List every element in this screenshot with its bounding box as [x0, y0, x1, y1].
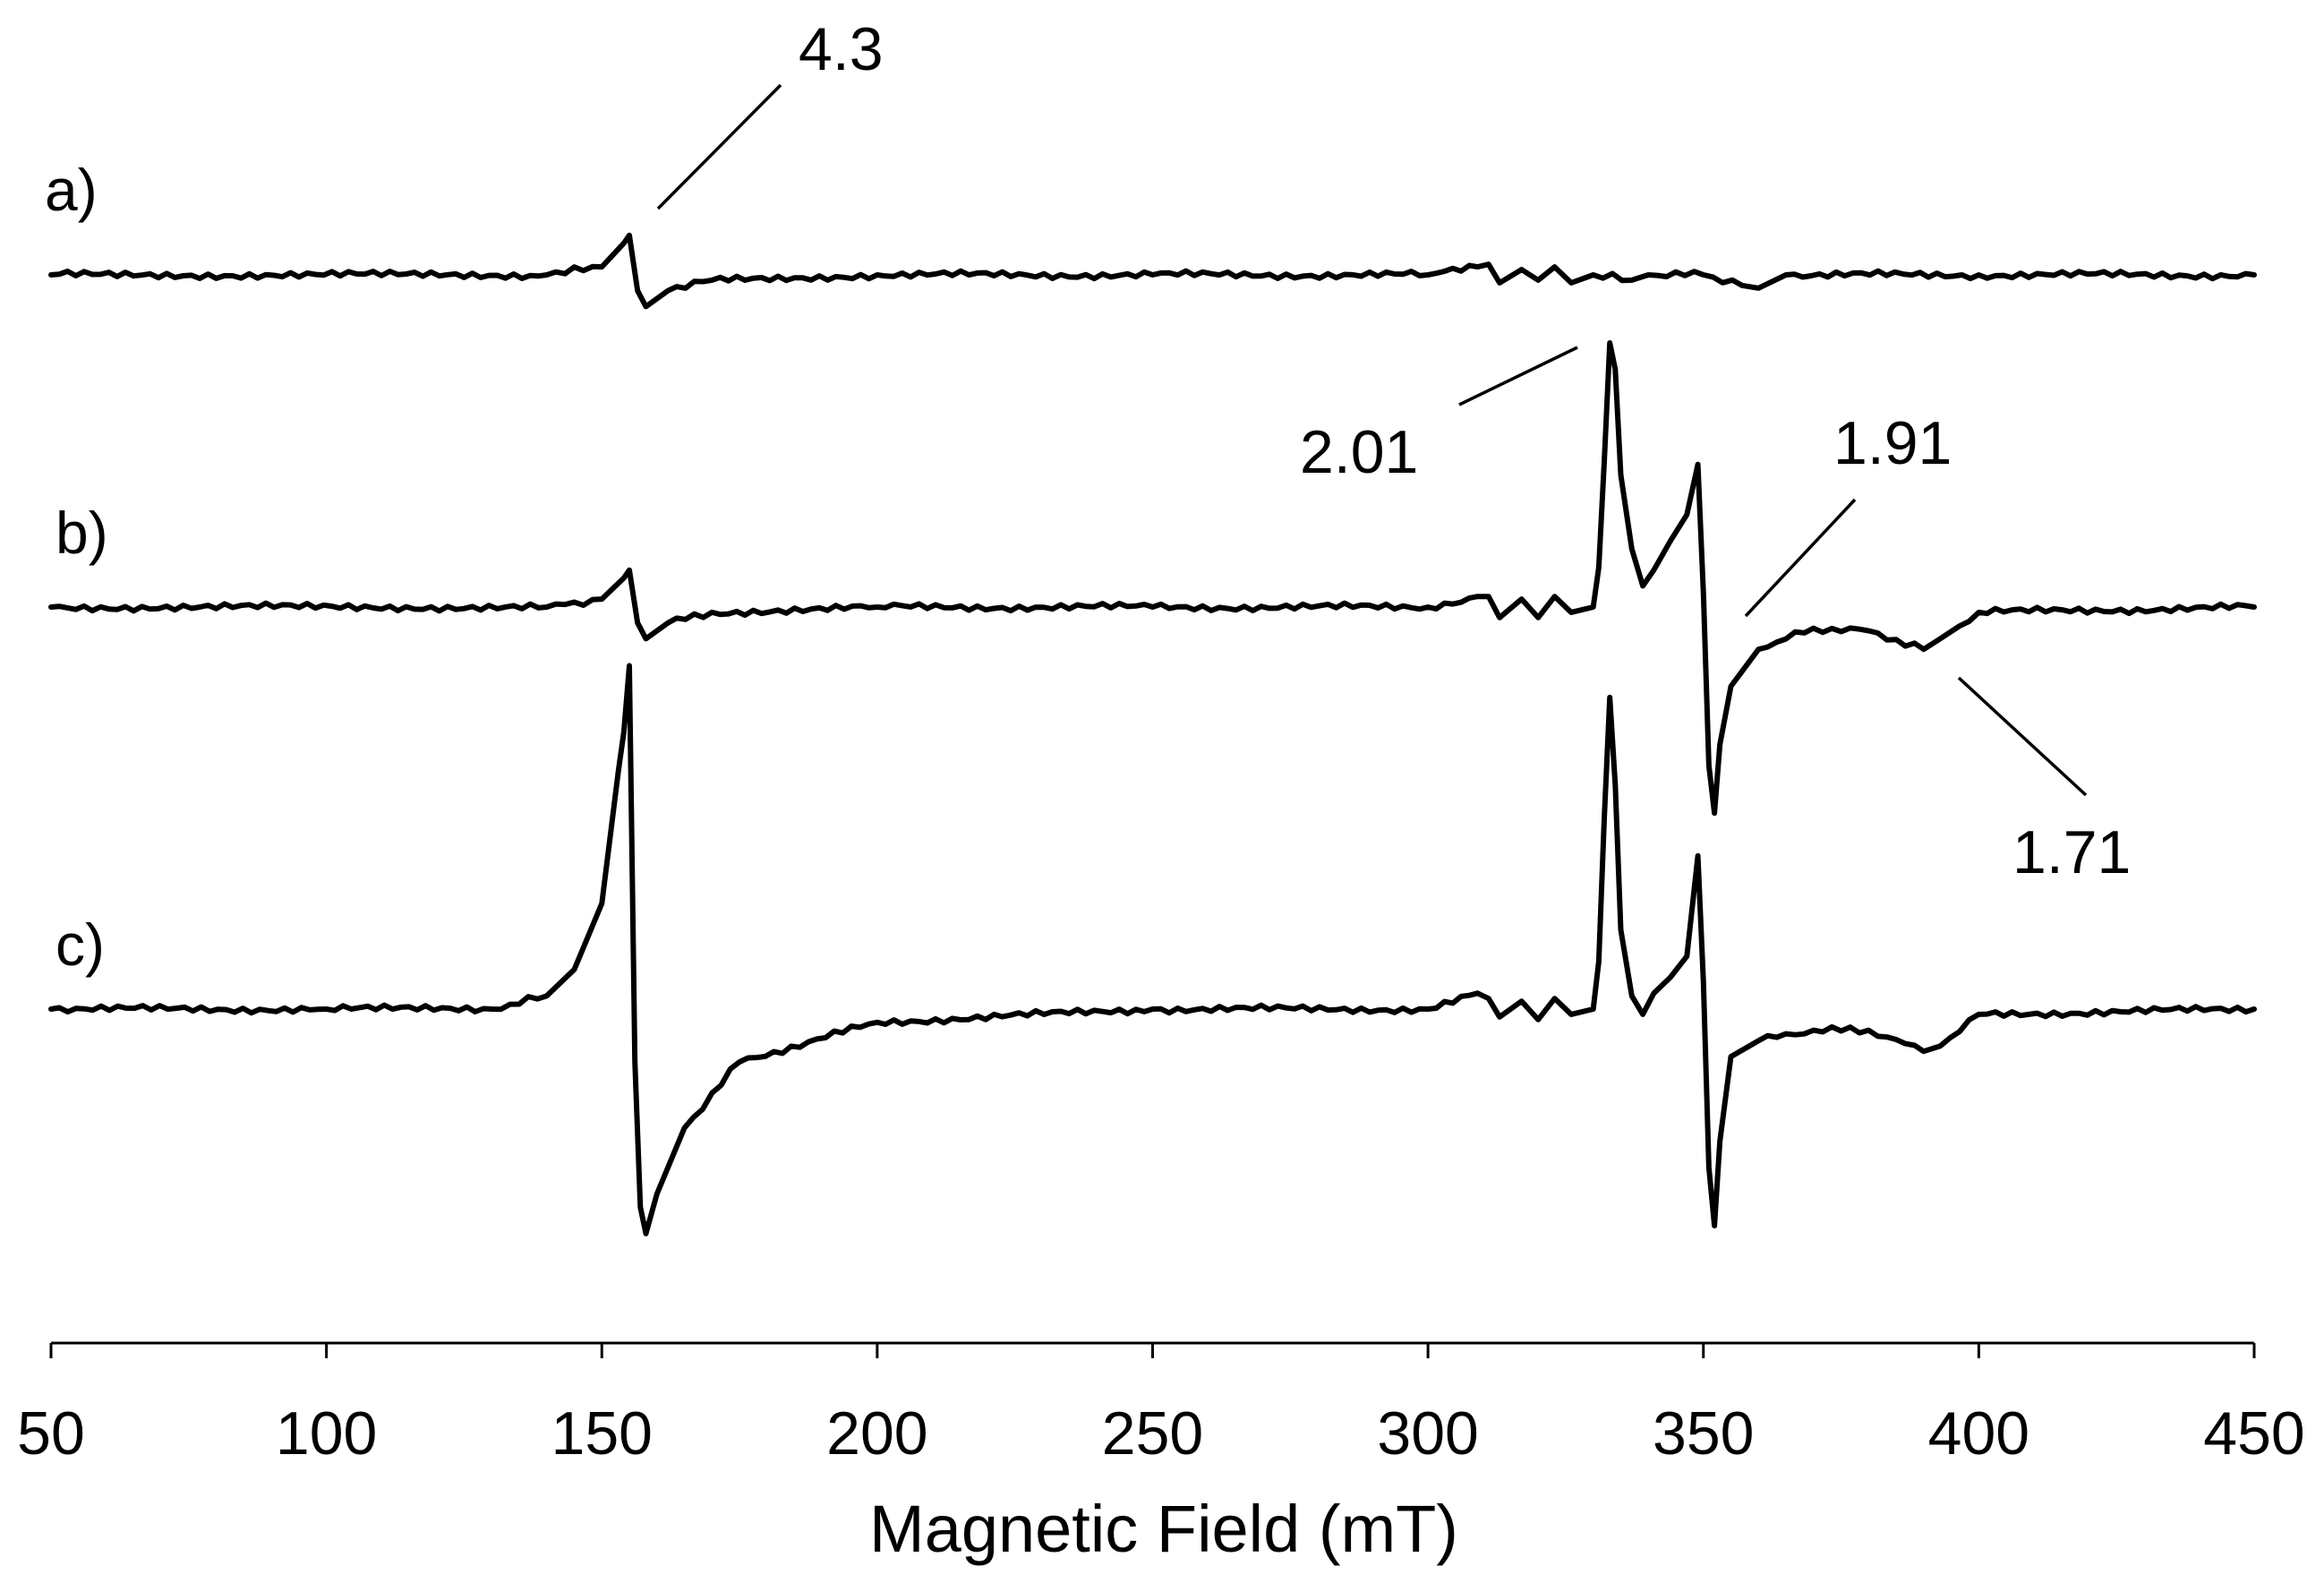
x-tick-label-200: 200: [826, 1399, 927, 1467]
annotation-label-1-91: 1.91: [1833, 409, 1952, 477]
trace-label-a: a): [45, 157, 98, 223]
annotation-label-2-01: 2.01: [1300, 418, 1418, 486]
x-axis-title: Magnetic Field (mT): [869, 1492, 1458, 1566]
annotation-leader-4-3: [656, 83, 782, 210]
trace-b-line: [48, 340, 2257, 817]
x-tick-label-150: 150: [551, 1399, 653, 1467]
x-axis-ticks: [49, 1343, 2256, 1358]
annotation-leader-1-91: [1744, 498, 1857, 618]
x-tick-label-350: 350: [1653, 1399, 1754, 1467]
trace-label-b: b): [56, 500, 108, 566]
trace-label-c: c): [56, 911, 105, 978]
annotation-label-4-3: 4.3: [799, 15, 884, 83]
annotation-leader-1-71: [1957, 676, 2088, 797]
x-tick-label-250: 250: [1102, 1399, 1203, 1467]
x-tick-label-400: 400: [1928, 1399, 2029, 1467]
trace-a-line: [48, 232, 2257, 310]
trace-c-line: [48, 663, 2257, 1236]
x-axis-tick-labels: 50 100 150 200 250 300 350 400 450: [17, 1399, 2305, 1467]
annotation-leader-2-01: [1458, 346, 1578, 406]
x-tick-label-300: 300: [1377, 1399, 1478, 1467]
x-tick-label-450: 450: [2203, 1399, 2304, 1467]
x-tick-label-100: 100: [276, 1399, 377, 1467]
x-tick-label-50: 50: [17, 1399, 85, 1467]
annotation-label-1-71: 1.71: [2012, 818, 2131, 886]
